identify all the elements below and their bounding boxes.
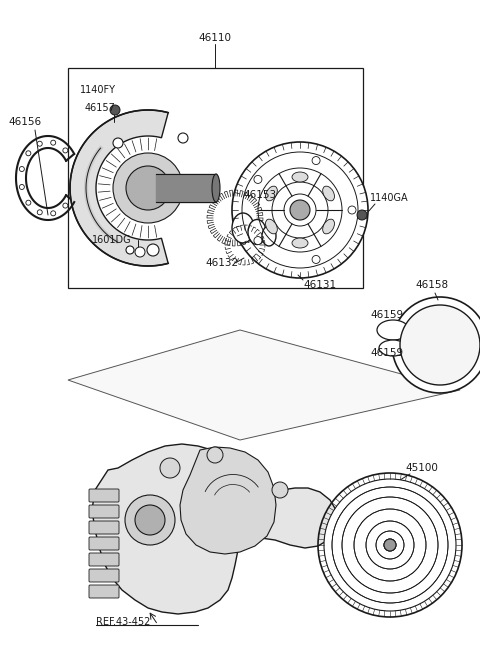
- Text: 1140FY: 1140FY: [80, 85, 116, 95]
- Text: 46159: 46159: [370, 348, 403, 358]
- Circle shape: [254, 236, 262, 244]
- Circle shape: [135, 247, 145, 257]
- Circle shape: [160, 458, 180, 478]
- Text: 46158: 46158: [415, 280, 448, 290]
- Circle shape: [366, 521, 414, 569]
- Text: REF.43-452: REF.43-452: [96, 617, 150, 627]
- FancyBboxPatch shape: [89, 505, 119, 518]
- FancyBboxPatch shape: [89, 489, 119, 502]
- Circle shape: [135, 505, 165, 535]
- Circle shape: [232, 142, 368, 278]
- Polygon shape: [70, 110, 168, 266]
- Text: 1140GA: 1140GA: [370, 193, 408, 203]
- Ellipse shape: [248, 219, 266, 244]
- Text: 46110: 46110: [199, 33, 231, 43]
- Circle shape: [357, 210, 367, 220]
- Ellipse shape: [292, 172, 308, 182]
- Circle shape: [400, 305, 480, 385]
- Circle shape: [113, 138, 123, 148]
- Circle shape: [348, 206, 356, 214]
- FancyBboxPatch shape: [89, 585, 119, 598]
- Circle shape: [19, 185, 24, 189]
- Ellipse shape: [212, 174, 220, 202]
- Circle shape: [63, 148, 68, 153]
- Circle shape: [207, 447, 223, 463]
- Text: 46156: 46156: [8, 117, 41, 127]
- FancyBboxPatch shape: [89, 521, 119, 534]
- Circle shape: [26, 200, 31, 205]
- Ellipse shape: [292, 238, 308, 248]
- Text: 46157: 46157: [85, 103, 116, 113]
- Circle shape: [342, 497, 438, 593]
- Text: 46153: 46153: [243, 190, 276, 200]
- Circle shape: [51, 140, 56, 145]
- Circle shape: [110, 105, 120, 115]
- Ellipse shape: [265, 219, 277, 234]
- Circle shape: [126, 246, 134, 254]
- Polygon shape: [180, 447, 276, 554]
- Text: 46159: 46159: [370, 310, 403, 320]
- Ellipse shape: [232, 213, 254, 243]
- Circle shape: [37, 141, 42, 146]
- Circle shape: [178, 133, 188, 143]
- Circle shape: [384, 539, 396, 551]
- Circle shape: [113, 153, 183, 223]
- Text: 46132: 46132: [205, 258, 238, 268]
- Circle shape: [254, 176, 262, 183]
- Circle shape: [312, 255, 320, 263]
- Circle shape: [392, 297, 480, 393]
- Polygon shape: [68, 330, 460, 440]
- Ellipse shape: [262, 226, 276, 246]
- Text: 45100: 45100: [405, 463, 438, 473]
- Ellipse shape: [323, 186, 335, 201]
- Text: 1601DG: 1601DG: [92, 235, 132, 245]
- Circle shape: [147, 244, 159, 256]
- Circle shape: [312, 157, 320, 164]
- Polygon shape: [92, 444, 338, 614]
- Circle shape: [324, 479, 456, 611]
- Circle shape: [332, 487, 448, 603]
- Bar: [68, 68, 363, 288]
- Circle shape: [51, 211, 56, 216]
- Text: 46131: 46131: [303, 280, 336, 290]
- Circle shape: [126, 166, 170, 210]
- Circle shape: [376, 531, 404, 559]
- Circle shape: [125, 495, 175, 545]
- Ellipse shape: [377, 320, 409, 340]
- Circle shape: [354, 509, 426, 581]
- Ellipse shape: [379, 340, 407, 356]
- Ellipse shape: [265, 186, 277, 201]
- FancyBboxPatch shape: [89, 569, 119, 582]
- Circle shape: [290, 200, 310, 220]
- Circle shape: [37, 210, 42, 215]
- Circle shape: [19, 166, 24, 172]
- Circle shape: [26, 151, 31, 156]
- FancyBboxPatch shape: [89, 553, 119, 566]
- Circle shape: [63, 203, 68, 208]
- Ellipse shape: [323, 219, 335, 234]
- FancyBboxPatch shape: [89, 537, 119, 550]
- Circle shape: [272, 482, 288, 498]
